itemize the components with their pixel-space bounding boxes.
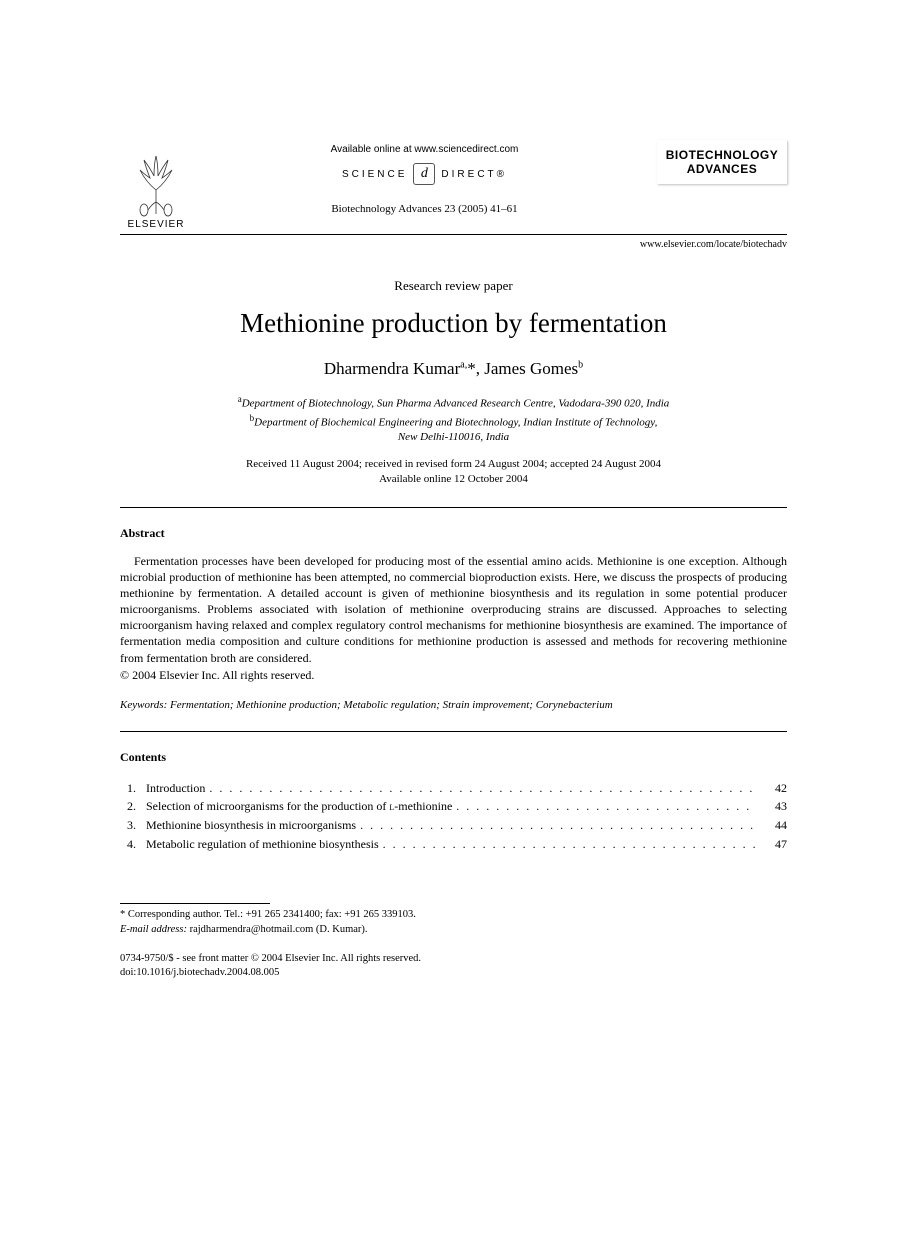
keywords-line: Keywords: Fermentation; Methionine produ…	[120, 699, 787, 711]
toc-page: 43	[757, 797, 787, 816]
contents-heading: Contents	[120, 750, 787, 765]
toc-page: 47	[757, 835, 787, 854]
header-row: ELSEVIER Available online at www.science…	[120, 140, 787, 230]
header-rule	[120, 234, 787, 235]
journal-name-2: ADVANCES	[661, 162, 783, 176]
elsevier-tree-icon	[126, 152, 186, 217]
keywords-label: Keywords:	[120, 699, 167, 711]
toc-dots: . . . . . . . . . . . . . . . . . . . . …	[452, 797, 757, 816]
rule-below-keywords	[120, 731, 787, 732]
toc-title: Methionine biosynthesis in microorganism…	[146, 816, 356, 835]
toc-title: Introduction	[146, 779, 205, 798]
toc-title: Selection of microorganisms for the prod…	[146, 797, 452, 816]
abstract-copyright: © 2004 Elsevier Inc. All rights reserved…	[120, 668, 787, 683]
corresponding-author-footnote: * Corresponding author. Tel.: +91 265 23…	[120, 908, 787, 937]
dates-line-2: Available online 12 October 2004	[120, 472, 787, 487]
keywords-text: Fermentation; Methionine production; Met…	[167, 699, 612, 711]
journal-box: BIOTECHNOLOGY ADVANCES	[657, 140, 787, 184]
toc-dots: . . . . . . . . . . . . . . . . . . . . …	[379, 835, 757, 854]
dates-line-1: Received 11 August 2004; received in rev…	[120, 457, 787, 472]
toc-num: 4.	[120, 835, 146, 854]
toc-title: Metabolic regulation of methionine biosy…	[146, 835, 379, 854]
toc-row: 2. Selection of microorganisms for the p…	[120, 797, 787, 816]
toc-row: 1. Introduction . . . . . . . . . . . . …	[120, 779, 787, 798]
affiliation-3: New Delhi-110016, India	[120, 430, 787, 445]
journal-url: www.elsevier.com/locate/biotechadv	[120, 239, 787, 250]
footnote-email-value: rajdharmendra@hotmail.com (D. Kumar).	[187, 924, 368, 935]
footnote-email: E-mail address: rajdharmendra@hotmail.co…	[120, 923, 787, 938]
table-of-contents: 1. Introduction . . . . . . . . . . . . …	[120, 779, 787, 853]
sd-text-left: SCIENCE	[342, 169, 407, 180]
toc-dots: . . . . . . . . . . . . . . . . . . . . …	[205, 779, 757, 798]
toc-page: 44	[757, 816, 787, 835]
citation-line: Biotechnology Advances 23 (2005) 41–61	[192, 203, 657, 215]
science-direct-brand: SCIENCE d DIRECT®	[192, 163, 657, 185]
toc-dots: . . . . . . . . . . . . . . . . . . . . …	[356, 816, 757, 835]
received-dates: Received 11 August 2004; received in rev…	[120, 457, 787, 487]
toc-num: 1.	[120, 779, 146, 798]
abstract-heading: Abstract	[120, 526, 787, 541]
paper-type: Research review paper	[120, 278, 787, 294]
rule-above-abstract	[120, 507, 787, 508]
toc-row: 3. Methionine biosynthesis in microorgan…	[120, 816, 787, 835]
footnote-email-label: E-mail address:	[120, 924, 187, 935]
footer-line-1: 0734-9750/$ - see front matter © 2004 El…	[120, 952, 787, 966]
toc-row: 4. Metabolic regulation of methionine bi…	[120, 835, 787, 854]
sd-text-right: DIRECT®	[441, 169, 507, 180]
footnote-rule	[120, 903, 270, 904]
toc-num: 3.	[120, 816, 146, 835]
footer-line-2: doi:10.1016/j.biotechadv.2004.08.005	[120, 966, 787, 980]
footer-block: 0734-9750/$ - see front matter © 2004 El…	[120, 952, 787, 980]
publisher-name: ELSEVIER	[128, 219, 185, 230]
authors: Dharmendra Kumara,*, James Gomesb	[120, 359, 787, 379]
journal-name-1: BIOTECHNOLOGY	[661, 148, 783, 162]
science-direct-icon: d	[413, 163, 435, 185]
available-online-text: Available online at www.sciencedirect.co…	[192, 144, 657, 155]
center-header: Available online at www.sciencedirect.co…	[192, 140, 657, 215]
toc-page: 42	[757, 779, 787, 798]
toc-num: 2.	[120, 797, 146, 816]
affiliation-2: bDepartment of Biochemical Engineering a…	[120, 412, 787, 431]
paper-title: Methionine production by fermentation	[120, 308, 787, 339]
page-container: ELSEVIER Available online at www.science…	[0, 0, 907, 1040]
elsevier-logo: ELSEVIER	[120, 140, 192, 230]
affiliation-1: aDepartment of Biotechnology, Sun Pharma…	[120, 393, 787, 412]
abstract-body: Fermentation processes have been develop…	[120, 553, 787, 666]
footnote-corr: * Corresponding author. Tel.: +91 265 23…	[120, 908, 787, 923]
